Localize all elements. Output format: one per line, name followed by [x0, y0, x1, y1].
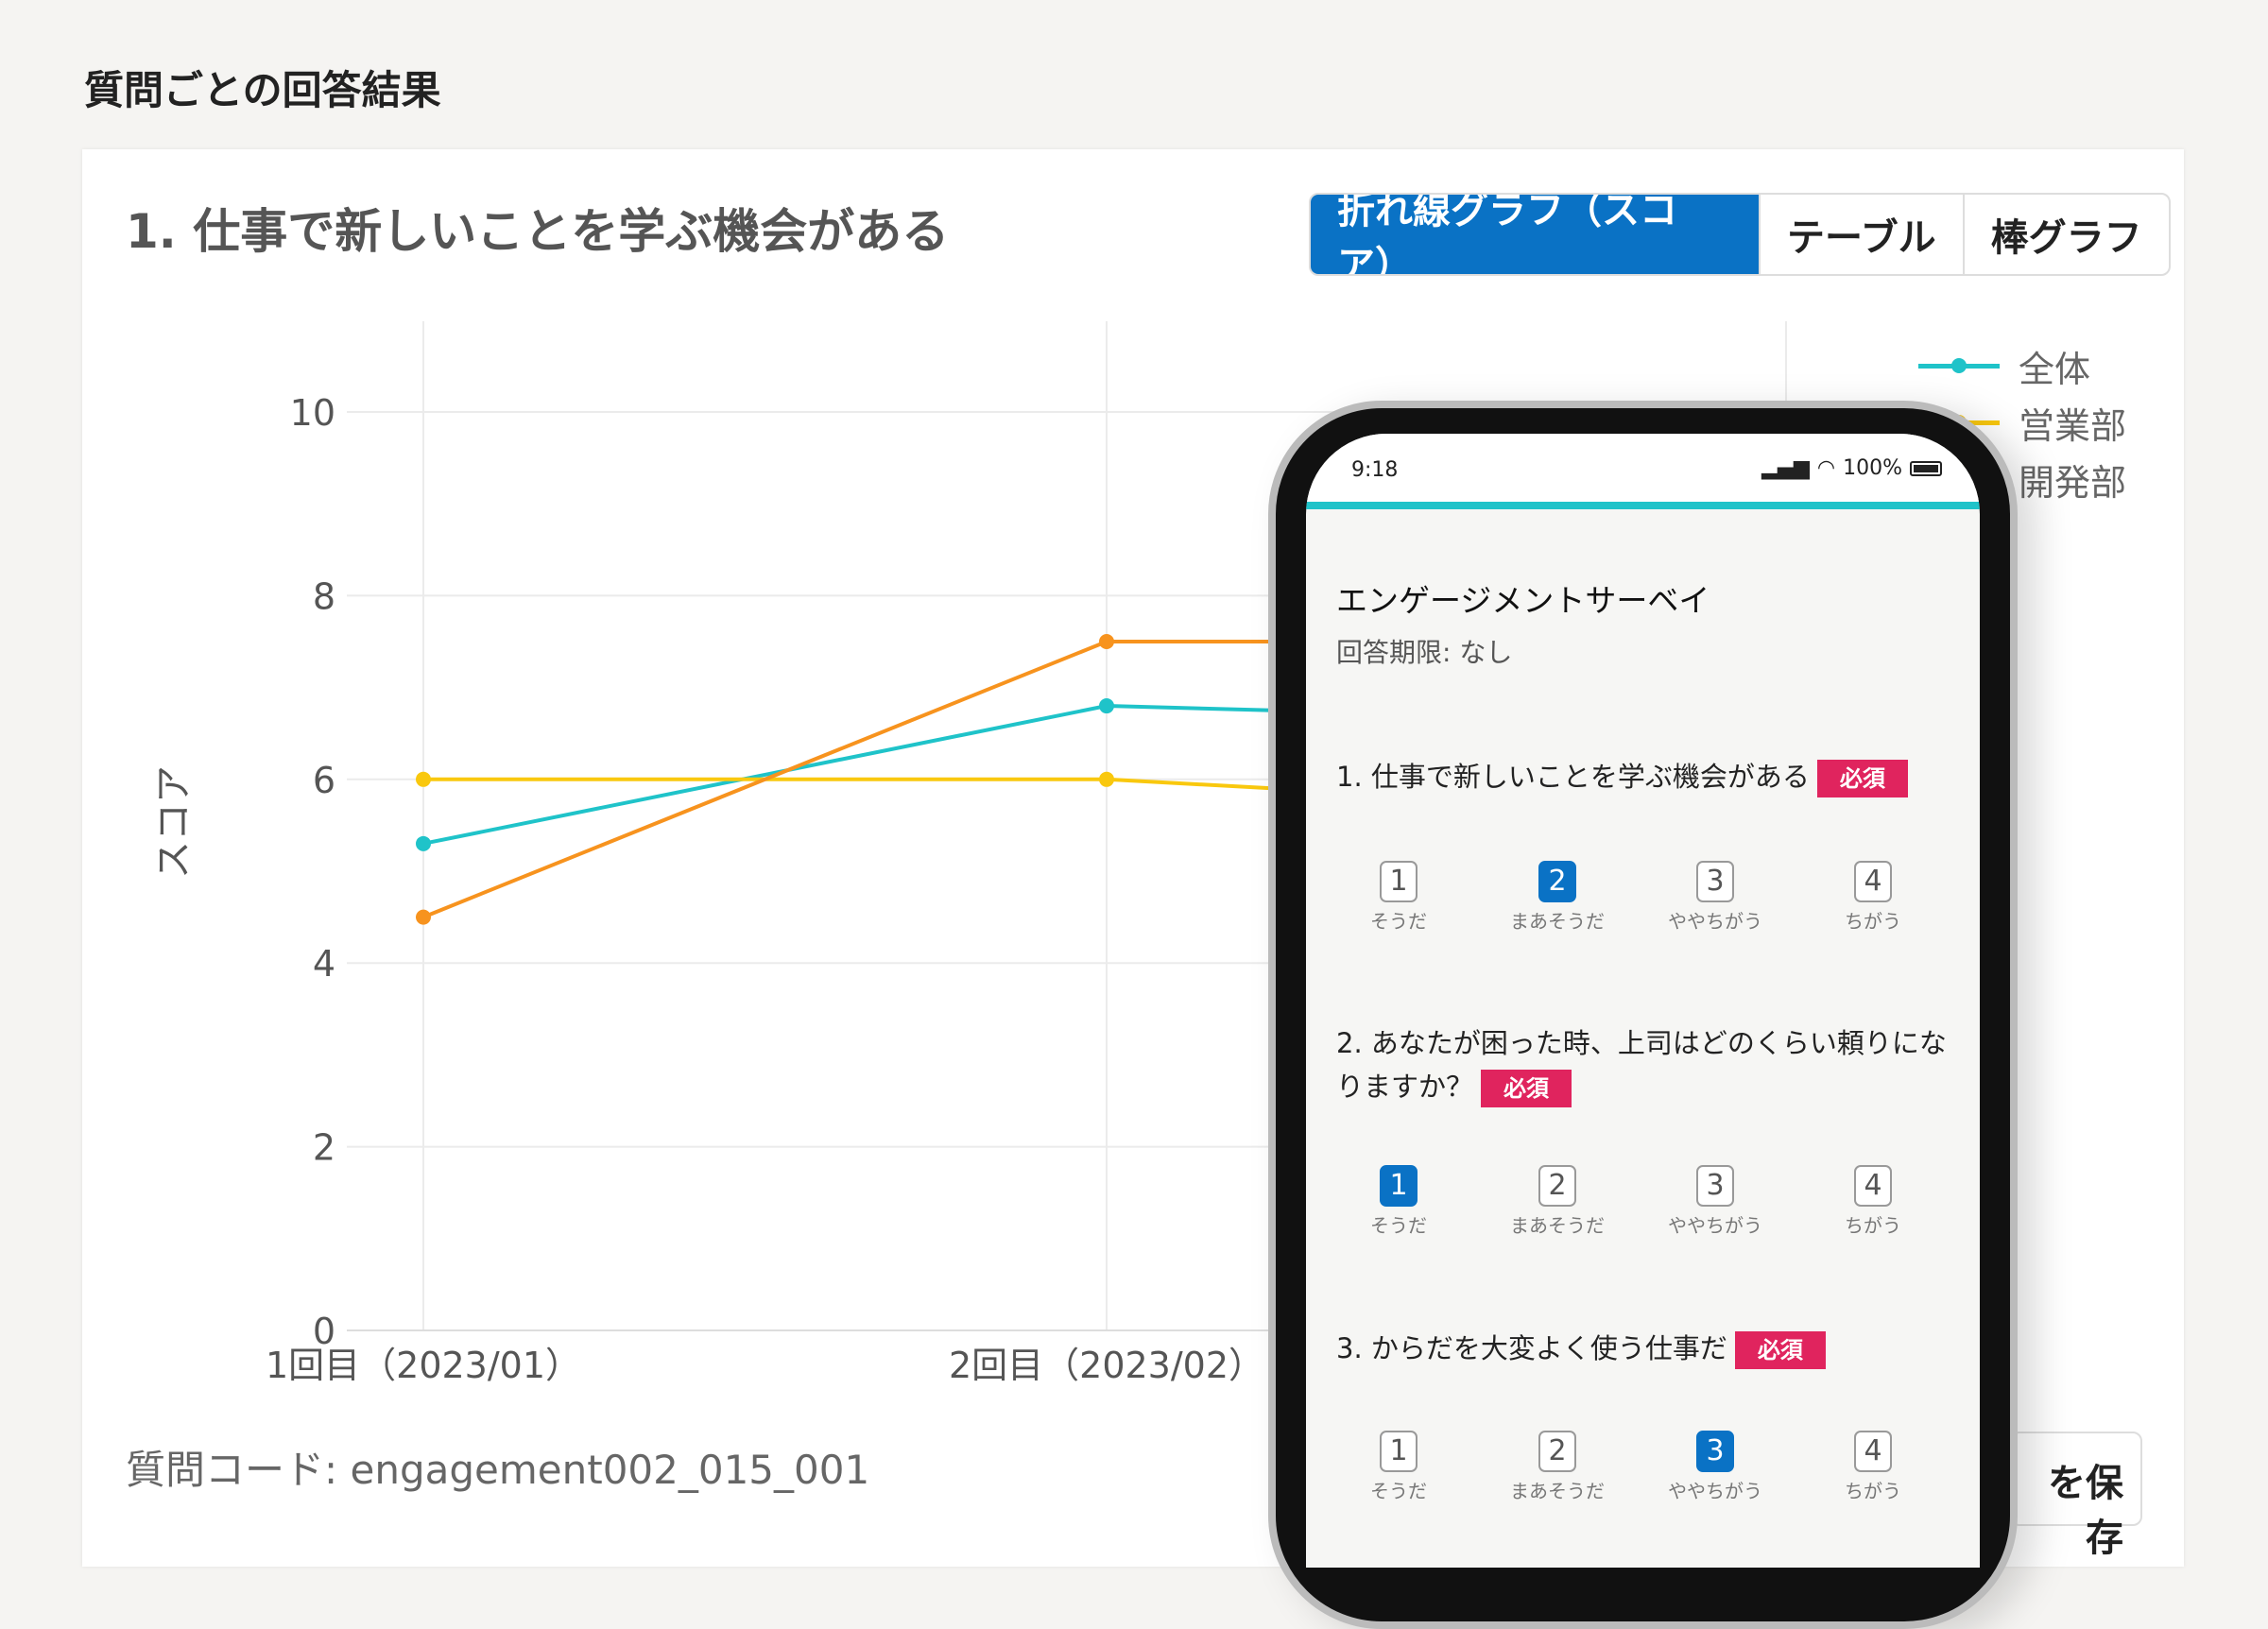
legend-label: 開発部 [2019, 462, 2127, 504]
answer-option[interactable]: 1 そうだ [1332, 1431, 1465, 1503]
battery-icon [1910, 460, 1942, 476]
data-point [416, 771, 431, 787]
option-label: そうだ [1370, 1214, 1427, 1237]
series-line-0 [422, 704, 1324, 846]
data-point [1099, 698, 1114, 714]
tab-line-chart[interactable]: 折れ線グラフ（スコア） [1311, 195, 1759, 274]
option-label: ちがう [1845, 1214, 1901, 1237]
question-title: 1. 仕事で新しいことを学ぶ機会がある [126, 204, 950, 259]
option-label: そうだ [1370, 1480, 1427, 1502]
data-point [1099, 634, 1114, 649]
option-label: そうだ [1370, 910, 1427, 933]
legend-swatch [1918, 358, 2000, 373]
option-number: 1 [1380, 1431, 1418, 1472]
answer-option[interactable]: 4 ちがう [1807, 1431, 1939, 1503]
battery-percent: 100% [1843, 456, 1902, 480]
answer-option[interactable]: 3 ややちがう [1649, 1165, 1781, 1238]
option-number: 1 [1380, 861, 1418, 902]
data-point [416, 835, 431, 851]
section-title: 質問ごとの回答結果 [84, 67, 441, 113]
question-text: 1. 仕事で新しいことを学ぶ機会がある [1336, 761, 1810, 793]
option-number: 2 [1538, 1431, 1576, 1472]
y-axis-label: スコア [152, 765, 196, 879]
question-text: 2. あなたが困った時、上司はどのくらい頼りになりますか？ [1336, 1027, 1947, 1103]
y-tick-label: 4 [313, 943, 335, 985]
option-number: 4 [1854, 1431, 1892, 1472]
option-number: 3 [1696, 1431, 1734, 1472]
y-tick-label: 6 [313, 760, 335, 801]
answer-option[interactable]: 2 まあそうだ [1491, 861, 1624, 934]
option-number: 3 [1696, 861, 1734, 902]
y-tick-label: 8 [313, 575, 335, 617]
data-point [416, 909, 431, 925]
answer-option[interactable]: 1 そうだ [1332, 1165, 1465, 1238]
answer-option[interactable]: 4 ちがう [1807, 861, 1939, 934]
option-number: 2 [1538, 861, 1576, 902]
survey-deadline: 回答期限: なし [1336, 637, 1513, 668]
answer-option[interactable]: 2 まあそうだ [1491, 1165, 1624, 1238]
survey-title: エンゲージメントサーベイ [1336, 582, 1710, 619]
accent-bar [1306, 502, 1980, 509]
option-label: ややちがう [1668, 1214, 1762, 1237]
legend-label: 全体 [2019, 349, 2091, 390]
answer-option[interactable]: 3 ややちがう [1649, 861, 1781, 934]
required-badge: 必須 [1481, 1070, 1572, 1107]
question-text: 3. からだを大変よく使う仕事だ [1336, 1332, 1727, 1364]
option-label: まあそうだ [1510, 910, 1605, 933]
tab-table[interactable]: テーブル [1759, 195, 1963, 274]
x-tick-label: 1回目（2023/01） [266, 1345, 581, 1386]
status-time: 9:18 [1351, 458, 1399, 482]
answer-option[interactable]: 1 そうだ [1332, 861, 1465, 934]
required-badge: 必須 [1734, 1331, 1826, 1369]
y-tick-label: 0 [313, 1311, 335, 1352]
series-line-1 [423, 777, 1324, 794]
option-label: ちがう [1845, 1480, 1901, 1502]
option-number: 4 [1854, 1165, 1892, 1207]
legend-label: 営業部 [2019, 405, 2127, 447]
status-bar: 9:18 ▂▄▆ ◠ 100% [1306, 434, 1980, 502]
option-number: 3 [1696, 1165, 1734, 1207]
option-label: ちがう [1845, 910, 1901, 933]
answer-option[interactable]: 3 ややちがう [1649, 1431, 1781, 1503]
question-item: 1. 仕事で新しいことを学ぶ機会がある 必須 [1336, 755, 1960, 798]
question-item: 3. からだを大変よく使う仕事だ 必須 [1336, 1327, 1960, 1370]
option-label: ややちがう [1668, 1480, 1762, 1502]
y-tick-label: 10 [290, 392, 335, 434]
save-button[interactable]: を保存 [2010, 1432, 2142, 1560]
option-label: まあそうだ [1510, 1214, 1605, 1237]
tab-bar-chart[interactable]: 棒グラフ [1962, 195, 2169, 274]
answer-option[interactable]: 2 まあそうだ [1491, 1431, 1624, 1503]
phone-screen: 9:18 ▂▄▆ ◠ 100% エンゲージメントサーベイ 回答期限: なし 1.… [1306, 434, 1980, 1568]
answer-option[interactable]: 4 ちがう [1807, 1165, 1939, 1238]
wifi-icon: ◠ [1816, 456, 1836, 480]
question-item: 2. あなたが困った時、上司はどのくらい頼りになりますか？ 必須 [1336, 1021, 1960, 1108]
legend-item-all[interactable]: 全体 [1918, 340, 2090, 392]
x-tick-label: 2回目（2023/02） [949, 1345, 1264, 1386]
y-tick-label: 2 [313, 1127, 335, 1169]
option-number: 1 [1380, 1165, 1418, 1207]
option-label: ややちがう [1668, 910, 1762, 933]
data-point [1099, 771, 1114, 787]
option-number: 4 [1854, 861, 1892, 902]
signal-icon: ▂▄▆ [1761, 456, 1810, 480]
required-badge: 必須 [1816, 760, 1908, 797]
question-code: 質問コード: engagement002_015_001 [126, 1447, 870, 1493]
option-number: 2 [1538, 1165, 1576, 1207]
option-label: まあそうだ [1510, 1480, 1605, 1502]
status-icons: ▂▄▆ ◠ 100% [1761, 456, 1942, 480]
view-toggle: 折れ線グラフ（スコア） テーブル 棒グラフ [1309, 193, 2171, 276]
